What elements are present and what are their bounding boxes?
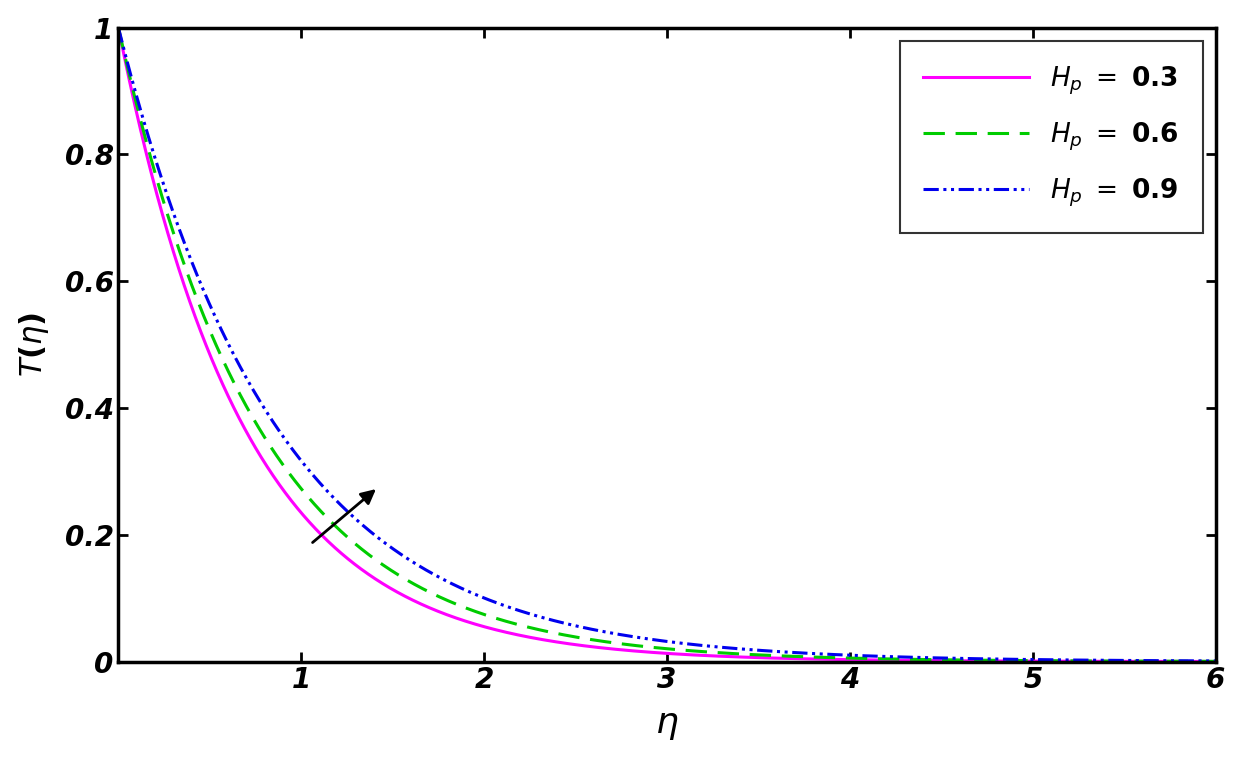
X-axis label: $\mathit{\eta}$: $\mathit{\eta}$ [656,708,679,742]
Legend: $\mathit{H_p}$ $\mathit{=}$ $\mathbf{0.3}$, $\mathit{H_p}$ $\mathit{=}$ $\mathbf: $\mathit{H_p}$ $\mathit{=}$ $\mathbf{0.3… [899,41,1202,233]
Y-axis label: $\mathit{T}$($\mathit{\eta}$): $\mathit{T}$($\mathit{\eta}$) [16,312,51,377]
